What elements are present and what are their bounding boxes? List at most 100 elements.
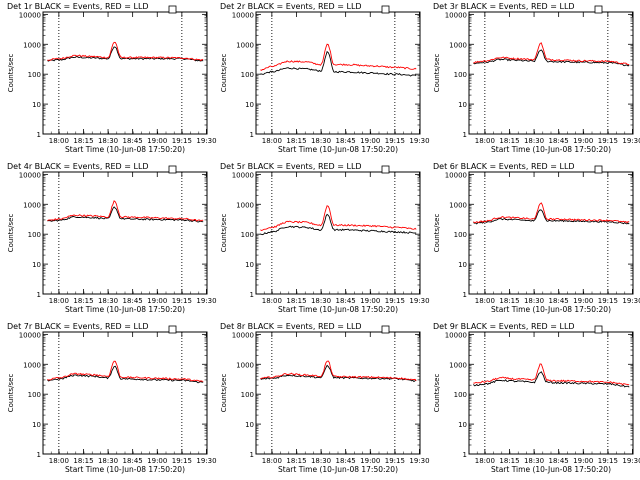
- panel-title: Det 8r BLACK = Events, RED = LLD: [220, 322, 362, 331]
- y-tick-label: 10000: [19, 11, 41, 19]
- plot-frame: [42, 171, 208, 295]
- plot-frame: [255, 171, 421, 295]
- panel-title: Det 1r BLACK = Events, RED = LLD: [7, 2, 149, 11]
- y-tick-label: 10000: [445, 331, 467, 339]
- panel-title: Det 5r BLACK = Events, RED = LLD: [220, 162, 362, 171]
- x-axis-label: Start Time (10-Jun-08 17:50:20): [278, 465, 398, 474]
- x-tick-label: 18:30: [311, 137, 331, 145]
- y-tick-label: 10000: [232, 171, 254, 179]
- series-events-line: [473, 371, 630, 388]
- x-axis-label: Start Time (10-Jun-08 17:50:20): [278, 145, 398, 154]
- panel-3: Det 3r BLACK = Events, RED = LLD 1 10 100 10…: [433, 2, 640, 154]
- series-lld-line: [260, 43, 417, 71]
- x-tick-label: 19:00: [573, 137, 593, 145]
- y-tick-label: 1000: [449, 41, 467, 49]
- x-tick-label: 18:30: [524, 457, 544, 465]
- y-axis-label: Counts/sec: [7, 54, 15, 93]
- plot-frame: [468, 11, 634, 135]
- x-tick-label: 19:15: [385, 457, 405, 465]
- x-tick-label: 18:15: [499, 297, 519, 305]
- panel-title: Det 7r BLACK = Events, RED = LLD: [7, 322, 149, 331]
- series-events-line: [473, 49, 630, 67]
- panel-1: Det 1r BLACK = Events, RED = LLD 1 10 100 10…: [7, 2, 217, 154]
- plot-frame: [42, 331, 208, 455]
- x-axis-label: Start Time (10-Jun-08 17:50:20): [491, 465, 611, 474]
- x-tick-label: 19:00: [360, 137, 380, 145]
- x-tick-label: 18:45: [123, 457, 143, 465]
- x-tick-label: 18:45: [549, 297, 569, 305]
- series-events-line: [260, 213, 417, 236]
- y-axis-label: Counts/sec: [433, 214, 441, 253]
- x-tick-label: 18:15: [73, 457, 93, 465]
- x-tick-label: 19:30: [622, 297, 640, 305]
- x-tick-label: 18:15: [499, 457, 519, 465]
- y-axis-label: Counts/sec: [433, 374, 441, 413]
- y-tick-label: 100: [454, 391, 467, 399]
- x-tick-label: 19:30: [196, 137, 216, 145]
- x-tick-label: 19:00: [360, 457, 380, 465]
- panel-7: Det 7r BLACK = Events, RED = LLD 1 10 100 10…: [7, 322, 217, 474]
- x-tick-label: 18:15: [286, 297, 306, 305]
- x-tick-label: 18:30: [524, 137, 544, 145]
- x-tick-label: 18:30: [98, 297, 118, 305]
- x-tick-label: 19:30: [196, 457, 216, 465]
- legend-box: [381, 165, 390, 174]
- y-tick-label: 1: [37, 451, 41, 459]
- plot-frame: [468, 171, 634, 295]
- series-lld-line: [47, 41, 204, 62]
- y-axis-label: Counts/sec: [7, 374, 15, 413]
- x-axis-label: Start Time (10-Jun-08 17:50:20): [491, 305, 611, 314]
- x-tick-label: 19:30: [196, 297, 216, 305]
- x-tick-label: 18:00: [262, 457, 282, 465]
- legend-box: [381, 325, 390, 334]
- panel-9: Det 9r BLACK = Events, RED = LLD 1 10 100 10…: [433, 322, 640, 474]
- x-tick-label: 18:30: [311, 457, 331, 465]
- x-axis-label: Start Time (10-Jun-08 17:50:20): [65, 465, 185, 474]
- x-tick-label: 18:30: [98, 137, 118, 145]
- series-events-line: [260, 364, 417, 383]
- series-lld-line: [473, 42, 630, 65]
- x-tick-label: 19:15: [172, 137, 192, 145]
- panel-title: Det 3r BLACK = Events, RED = LLD: [433, 2, 575, 11]
- x-tick-label: 18:00: [475, 457, 495, 465]
- series-lld-line: [473, 202, 630, 224]
- panel-title: Det 9r BLACK = Events, RED = LLD: [433, 322, 575, 331]
- y-tick-label: 1: [250, 291, 254, 299]
- y-tick-label: 1000: [23, 41, 41, 49]
- x-tick-label: 18:45: [123, 137, 143, 145]
- y-tick-label: 10: [245, 261, 254, 269]
- series-events-line: [47, 365, 204, 384]
- x-tick-label: 18:45: [123, 297, 143, 305]
- x-axis-label: Start Time (10-Jun-08 17:50:20): [65, 145, 185, 154]
- x-tick-label: 19:15: [172, 297, 192, 305]
- y-tick-label: 1: [463, 291, 467, 299]
- x-tick-label: 19:15: [385, 297, 405, 305]
- x-axis-label: Start Time (10-Jun-08 17:50:20): [65, 305, 185, 314]
- x-tick-label: 18:45: [549, 137, 569, 145]
- panel-title: Det 4r BLACK = Events, RED = LLD: [7, 162, 149, 171]
- y-tick-label: 1: [37, 131, 41, 139]
- x-tick-label: 18:00: [49, 137, 69, 145]
- legend-box: [594, 5, 603, 14]
- y-tick-label: 1: [37, 291, 41, 299]
- y-tick-label: 10000: [445, 11, 467, 19]
- x-tick-label: 18:15: [286, 137, 306, 145]
- y-tick-label: 1: [250, 131, 254, 139]
- y-tick-label: 1: [463, 451, 467, 459]
- y-tick-label: 100: [241, 71, 254, 79]
- x-tick-label: 19:30: [622, 137, 640, 145]
- y-tick-label: 1000: [236, 361, 254, 369]
- plot-frame: [468, 331, 634, 455]
- y-tick-label: 10000: [19, 171, 41, 179]
- y-axis-label: Counts/sec: [220, 214, 228, 253]
- x-tick-label: 18:30: [311, 297, 331, 305]
- legend-box: [594, 325, 603, 334]
- series-lld-line: [473, 363, 630, 386]
- x-tick-label: 19:15: [385, 137, 405, 145]
- series-lld-line: [47, 200, 204, 222]
- y-tick-label: 1000: [236, 41, 254, 49]
- x-tick-label: 18:15: [286, 457, 306, 465]
- x-tick-label: 18:45: [336, 457, 356, 465]
- x-tick-label: 19:00: [147, 457, 167, 465]
